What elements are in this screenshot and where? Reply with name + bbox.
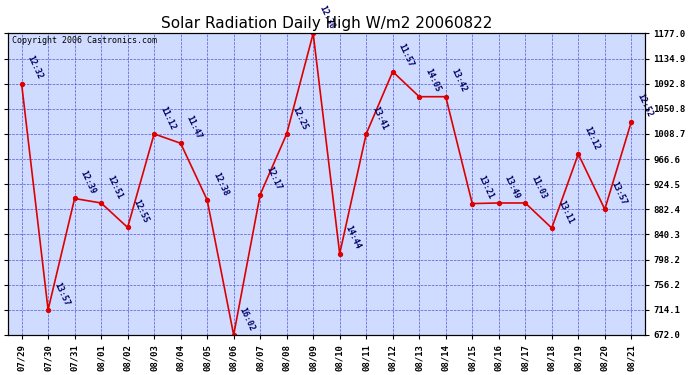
Point [228,332,239,338]
Point [122,225,133,231]
Point [201,197,213,203]
Text: 12:12: 12:12 [582,125,601,151]
Text: 11:47: 11:47 [185,114,204,141]
Text: 12:25: 12:25 [291,105,310,131]
Text: 12:55: 12:55 [132,198,150,225]
Text: 13:49: 13:49 [503,174,522,200]
Text: 12:51: 12:51 [106,174,124,200]
Point [626,119,637,125]
Point [466,201,477,207]
Text: 11:12: 11:12 [158,105,177,131]
Point [546,225,558,231]
Text: 11:03: 11:03 [529,174,548,200]
Text: 13:57: 13:57 [52,280,71,307]
Point [175,140,186,146]
Point [520,200,531,206]
Text: 14:05: 14:05 [424,68,442,94]
Point [387,69,398,75]
Point [361,131,372,137]
Point [600,206,611,212]
Text: 11:57: 11:57 [397,42,415,69]
Text: 13:21: 13:21 [476,174,495,201]
Text: 12:52: 12:52 [635,93,654,119]
Text: Copyright 2006 Castronics.com: Copyright 2006 Castronics.com [12,36,157,45]
Text: 14:44: 14:44 [344,225,362,251]
Point [255,192,266,198]
Point [573,151,584,157]
Text: 12:17: 12:17 [264,165,283,192]
Point [16,81,27,87]
Title: Solar Radiation Daily High W/m2 20060822: Solar Radiation Daily High W/m2 20060822 [161,16,492,31]
Point [440,94,451,100]
Point [414,94,425,100]
Text: 12:32: 12:32 [26,54,44,81]
Text: 13:11: 13:11 [556,199,575,225]
Text: 12:38: 12:38 [211,171,230,197]
Point [493,200,504,206]
Text: 12:39: 12:39 [79,169,97,196]
Point [334,251,345,257]
Text: 13:41: 13:41 [371,105,389,131]
Text: 12:30: 12:30 [317,4,336,31]
Text: 13:42: 13:42 [450,68,469,94]
Point [43,307,54,313]
Text: 13:57: 13:57 [609,180,628,207]
Point [308,30,319,36]
Point [96,200,107,206]
Text: 16:02: 16:02 [238,306,257,332]
Point [69,195,80,201]
Point [148,131,159,137]
Point [281,131,292,137]
